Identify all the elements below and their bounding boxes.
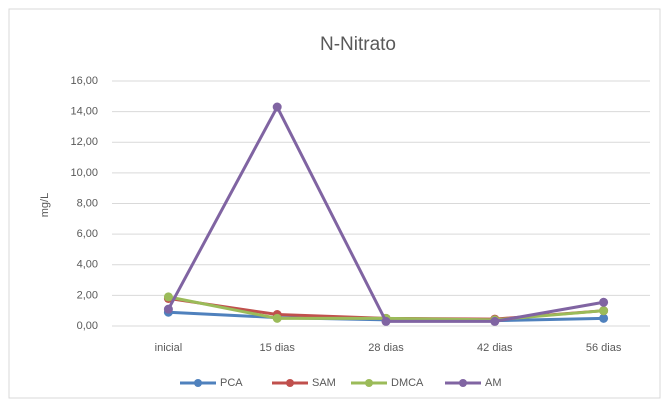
y-axis-label: mg/L — [39, 193, 51, 217]
data-point — [163, 304, 173, 314]
legend-marker — [459, 379, 467, 387]
y-tick-label: 10,00 — [70, 167, 98, 179]
y-tick-label: 0,00 — [77, 320, 98, 332]
x-tick-label: inicial — [155, 342, 183, 354]
data-point — [163, 292, 173, 302]
legend-label: SAM — [312, 377, 336, 389]
legend-marker — [194, 379, 202, 387]
data-point — [381, 316, 391, 326]
y-tick-label: 8,00 — [77, 197, 98, 209]
x-tick-label: 28 dias — [368, 342, 404, 354]
data-point — [599, 313, 609, 323]
data-point — [272, 313, 282, 323]
data-point — [490, 316, 500, 326]
x-tick-label: 56 dias — [586, 342, 622, 354]
y-tick-label: 14,00 — [70, 106, 98, 118]
legend-marker — [365, 379, 373, 387]
legend-label: AM — [485, 377, 502, 389]
y-tick-label: 16,00 — [70, 75, 98, 87]
x-tick-label: 42 dias — [477, 342, 513, 354]
y-tick-label: 2,00 — [77, 289, 98, 301]
x-tick-label: 15 dias — [259, 342, 295, 354]
data-point — [599, 306, 609, 316]
data-point — [272, 102, 282, 112]
legend-label: DMCA — [391, 377, 424, 389]
y-tick-label: 4,00 — [77, 259, 98, 271]
y-tick-label: 6,00 — [77, 228, 98, 240]
data-point — [599, 297, 609, 307]
legend-label: PCA — [220, 377, 243, 389]
legend-marker — [286, 379, 294, 387]
y-tick-label: 12,00 — [70, 136, 98, 148]
chart-title: N-Nitrato — [320, 34, 396, 55]
